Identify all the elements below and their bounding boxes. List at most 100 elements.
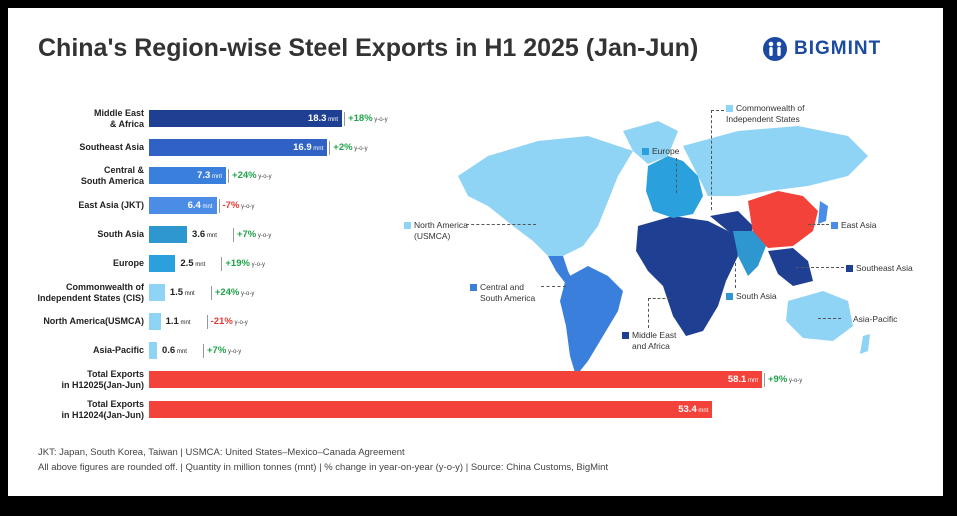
map-label-south-asia: South Asia: [726, 291, 777, 302]
map-africa: [636, 216, 738, 336]
map-label-east-asia: East Asia: [831, 220, 876, 231]
map-east-asia: [818, 201, 828, 224]
value-label: 53.4 mnt: [678, 404, 709, 415]
yoy-change-label: +24% y-o-y: [232, 170, 272, 181]
separator-line: [344, 112, 346, 126]
map-label-europe: Europe: [642, 146, 679, 157]
bigmint-logo-icon: [763, 37, 787, 61]
bar: [149, 226, 187, 243]
infographic-frame: China's Region-wise Steel Exports in H1 …: [8, 8, 943, 496]
north-america-legend-swatch: [404, 222, 411, 230]
brand-logo: BIGMINT: [762, 34, 881, 64]
separator-line: [210, 286, 212, 300]
southeast-asia-callout-line: [796, 267, 844, 268]
value-label: 2.5 mnt: [180, 258, 206, 269]
category-label: Central & South America: [80, 164, 144, 186]
east-asia-legend-swatch: [831, 222, 838, 230]
map-new-zealand: [860, 334, 870, 354]
map-south-america: [560, 266, 623, 376]
east-asia-callout-line: [808, 224, 829, 225]
cis-callout-line-v: [711, 110, 712, 210]
separator-line: [764, 373, 765, 387]
separator-line: [228, 169, 230, 183]
category-label: Commonwealth of Independent States (CIS): [37, 281, 144, 303]
south-asia-callout-line: [735, 263, 736, 288]
bar: [149, 401, 713, 418]
brand-name: BIGMINT: [794, 38, 882, 59]
central-south-america-legend-swatch: [470, 284, 477, 292]
map-australia: [786, 291, 853, 341]
value-label: 7.3 mnt: [197, 170, 223, 181]
category-label: North America(USMCA): [43, 316, 144, 326]
africa-callout-line: [648, 298, 649, 328]
map-north-america: [458, 136, 633, 256]
value-label: 16.9 mnt: [293, 142, 324, 153]
category-label: Middle East & Africa: [93, 107, 144, 129]
map-label-southeast-asia: Southeast Asia: [846, 263, 913, 274]
africa-callout-line-h: [648, 298, 670, 299]
category-label: Total Exports in H12025(Jan-Jun): [61, 368, 144, 390]
separator-line: [221, 257, 223, 271]
yoy-change-label: -7% y-o-y: [222, 200, 255, 211]
bar: [149, 139, 328, 156]
yoy-change-label: +7% y-o-y: [236, 229, 272, 240]
yoy-change-label: +24% y-o-y: [214, 287, 255, 298]
category-label: East Asia (JKT): [78, 200, 144, 210]
yoy-change-label: +7% y-o-y: [207, 345, 242, 356]
map-china: [748, 191, 818, 248]
middle-east-africa-legend-swatch: [622, 332, 629, 340]
value-label: 1.5 mnt: [169, 287, 195, 298]
category-label: Southeast Asia: [79, 142, 144, 152]
world-map: [458, 121, 870, 376]
separator-line: [218, 199, 220, 213]
separator-line: [206, 315, 208, 329]
south-america-callout-line: [541, 286, 566, 287]
bar: [149, 313, 161, 330]
footnote-2: All above figures are rounded off. | Qua…: [38, 462, 609, 473]
category-label: Europe: [112, 258, 144, 268]
bar: [149, 167, 227, 184]
bar: [149, 342, 157, 359]
separator-line: [203, 344, 204, 358]
yoy-change-label: +18% y-o-y: [348, 113, 388, 124]
value-label: 3.6 mnt: [191, 229, 217, 240]
category-label: South Asia: [97, 229, 144, 239]
map-label-cis: Commonwealth of Independent States: [726, 103, 805, 124]
europe-callout-line: [676, 158, 677, 193]
yoy-change-label: -21% y-o-y: [210, 316, 248, 327]
asia-pacific-callout-line: [818, 318, 841, 319]
value-label: 58.1 mnt: [727, 374, 758, 385]
footnote-1: JKT: Japan, South Korea, Taiwan | USMCA:…: [38, 447, 405, 458]
yoy-change-label: +9% y-o-y: [768, 374, 803, 385]
value-label: 0.6 mnt: [162, 345, 187, 356]
europe-legend-swatch: [642, 148, 649, 156]
map-europe: [646, 156, 703, 218]
bar: [149, 197, 217, 214]
bar: [149, 255, 176, 272]
value-label: 18.3 mnt: [307, 113, 339, 124]
bar: [149, 284, 165, 301]
bar: [149, 371, 762, 388]
asia-pacific-legend-swatch: [843, 316, 850, 324]
south-asia-legend-swatch: [726, 293, 733, 301]
cis-callout-line: [711, 110, 724, 111]
map-greenland: [623, 121, 678, 164]
north-america-callout-line: [466, 224, 536, 225]
yoy-change-label: +2% y-o-y: [333, 142, 368, 153]
map-southeast-asia: [768, 248, 813, 286]
map-label-middle-east-africa: Middle East and Africa: [622, 330, 676, 352]
cis-legend-swatch: [726, 105, 733, 113]
category-label: Total Exports in H12024(Jan-Jun): [61, 398, 144, 420]
map-south-asia: [733, 231, 766, 276]
map-central-america: [548, 256, 573, 284]
map-label-north-america: North America (USMCA): [404, 220, 468, 242]
map-label-central-south-america: Central and South America: [470, 282, 535, 304]
separator-line: [329, 141, 331, 155]
value-label: 1.1 mnt: [165, 316, 191, 327]
bar: [149, 110, 343, 127]
southeast-asia-legend-swatch: [846, 265, 853, 273]
map-label-asia-pacific: Asia-Pacific: [843, 314, 897, 325]
map-cis: [683, 126, 868, 196]
category-label: Asia-Pacific: [92, 345, 144, 355]
separator-line: [232, 228, 234, 242]
